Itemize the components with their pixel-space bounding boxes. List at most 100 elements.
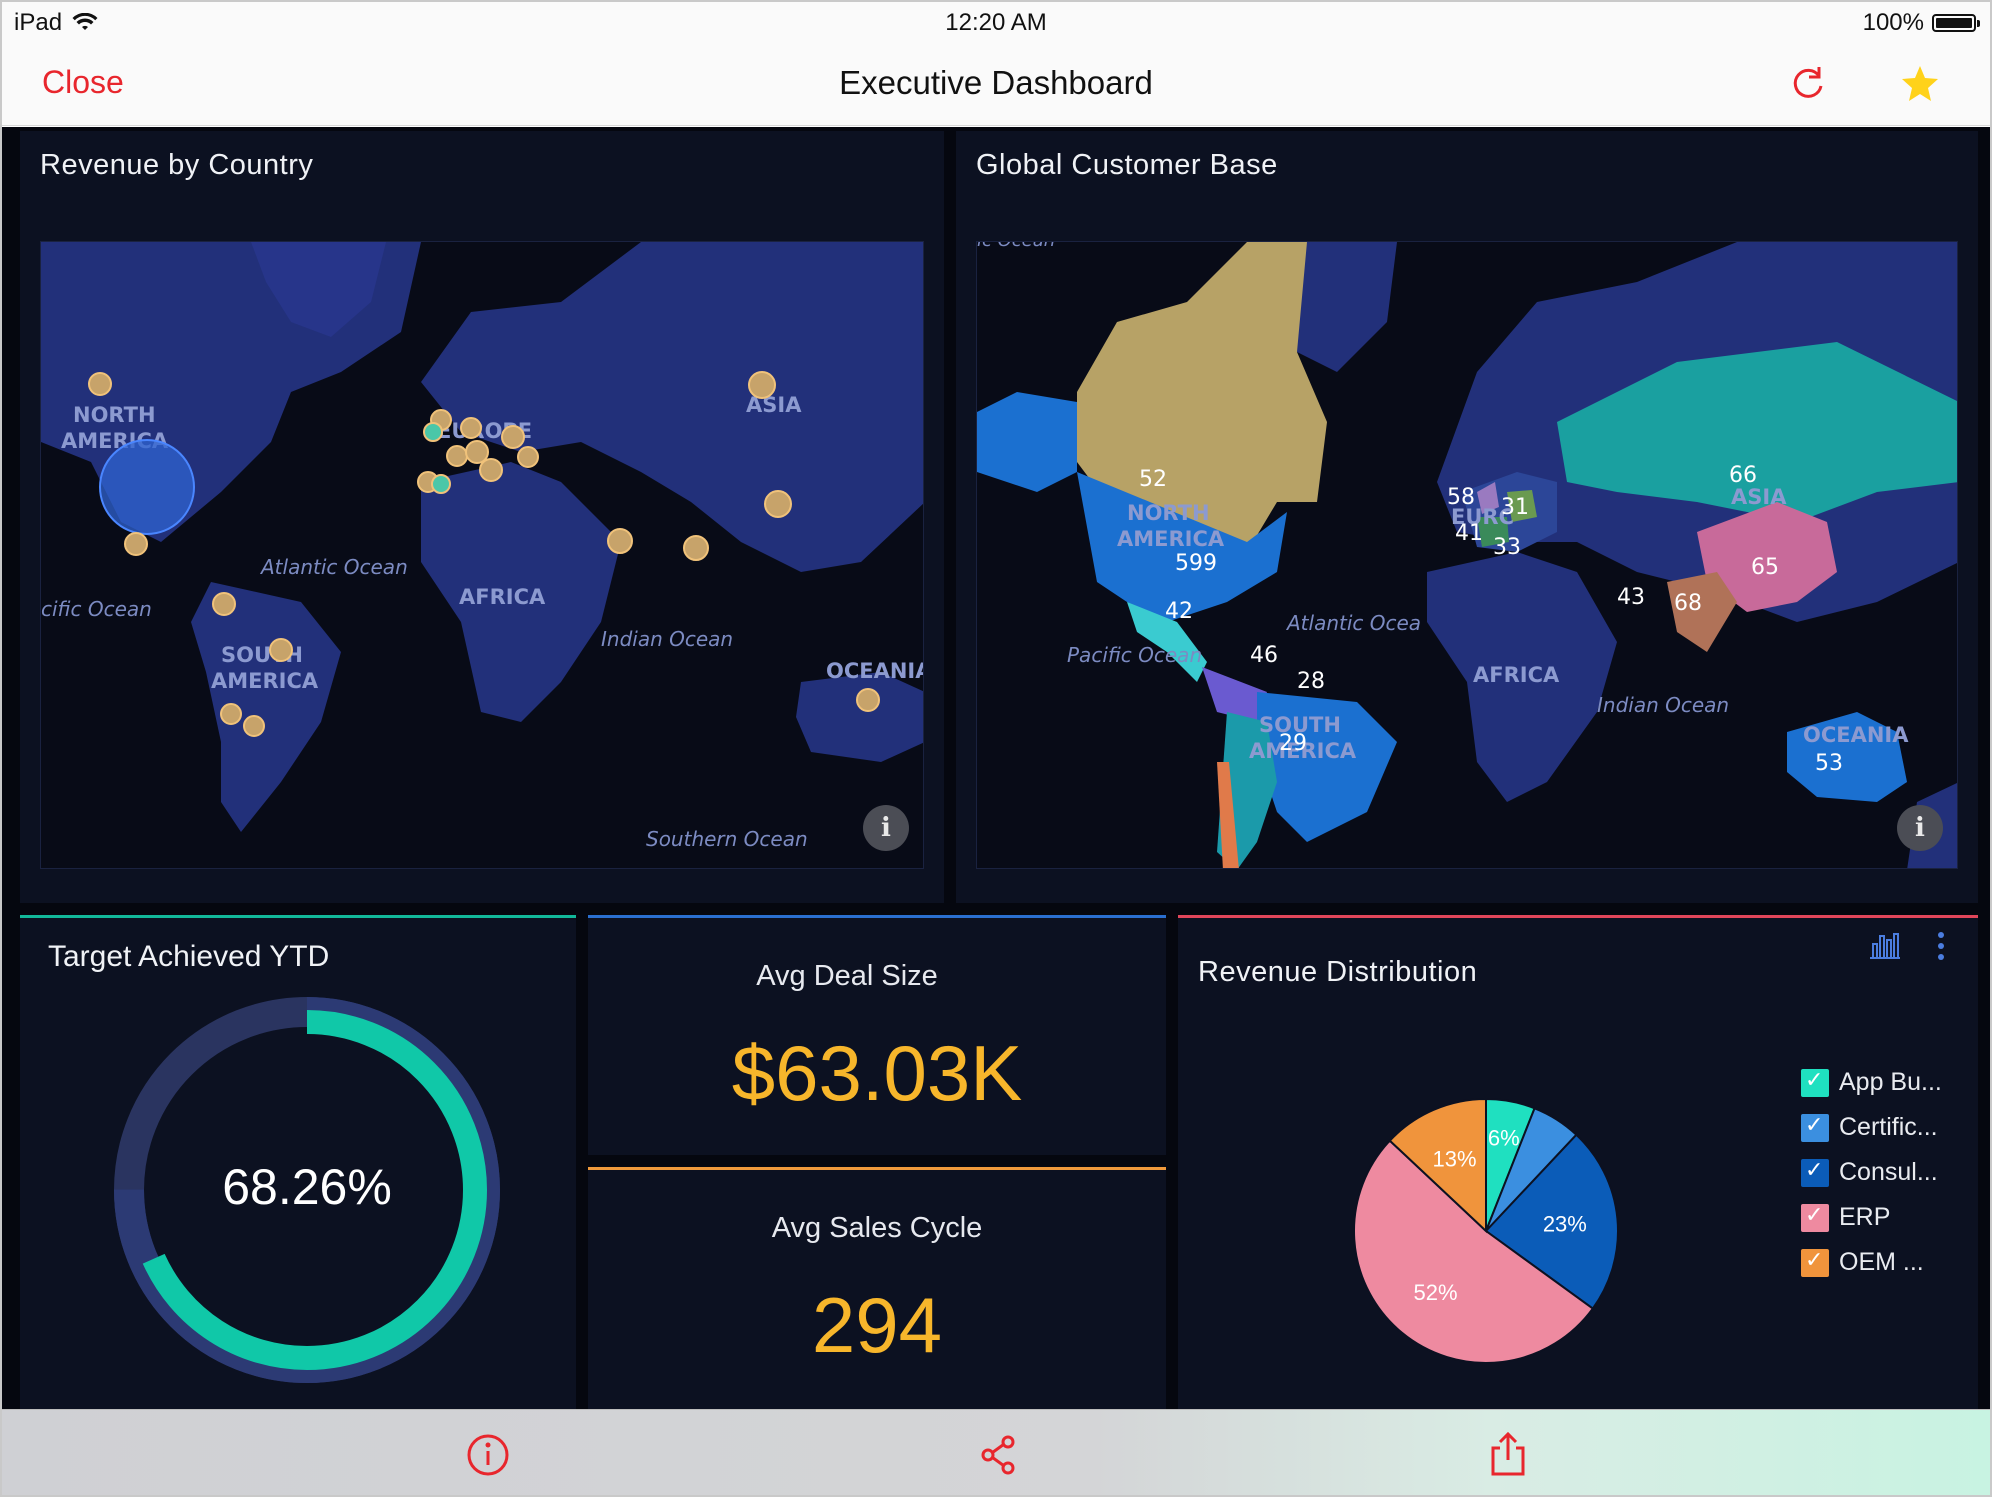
indian-ocean-label: Indian Ocean (601, 627, 733, 651)
france-region (1477, 517, 1509, 547)
usa-region (1077, 472, 1287, 622)
avg-deal-size-panel[interactable]: Avg Deal Size $63.03K (588, 915, 1166, 1155)
europe-asia-shape (421, 242, 923, 572)
legend-checkbox[interactable] (1801, 1113, 1829, 1142)
panel-title: Global Customer Base (976, 149, 1278, 181)
dashboard-canvas: Revenue by Country Atlantic Ocean cific … (2, 127, 1990, 1495)
panel-title: Revenue by Country (40, 149, 314, 181)
alaska-region (977, 392, 1077, 492)
count-brazil: 28 (1297, 669, 1325, 694)
legend-item[interactable]: Certific... (1801, 1113, 1938, 1142)
legend-label: OEM ... (1839, 1248, 1924, 1276)
legend-item[interactable]: OEM ... (1801, 1248, 1924, 1277)
africa-label: AFRICA (459, 585, 546, 609)
bubble-italy (479, 458, 503, 482)
close-button[interactable]: Close (42, 64, 124, 100)
greenland-shape (1277, 242, 1397, 372)
bubble-netherlands (460, 417, 482, 439)
bubble-australia (856, 688, 880, 712)
wifi-icon (72, 13, 98, 30)
customer-map[interactable]: ic Ocean (976, 241, 1958, 869)
panel-title: Revenue Distribution (1198, 956, 1478, 988)
pie-slice-3[interactable] (1484, 1133, 1619, 1310)
legend-label: Consul... (1839, 1158, 1938, 1186)
revenue-bubbles (88, 371, 880, 737)
pie-data-label: 13% (1433, 1146, 1477, 1171)
info-icon[interactable]: i (863, 805, 909, 851)
revenue-by-country-panel[interactable]: Revenue by Country Atlantic Ocean cific … (20, 131, 944, 903)
pacific-ocean-label: cific Ocean (41, 597, 152, 621)
bubble-switzerland (465, 440, 489, 464)
export-icon[interactable] (1483, 1430, 1533, 1480)
revenue-map[interactable]: Atlantic Ocean cific Ocean Indian Ocean … (40, 241, 924, 869)
europe-label: EURC (1451, 505, 1514, 529)
pie-data-label: 6% (1488, 1126, 1520, 1151)
count-india: 68 (1674, 591, 1702, 616)
legend-checkbox[interactable] (1801, 1248, 1829, 1277)
pie-slice-4[interactable] (1353, 1139, 1595, 1364)
bar-chart-icon[interactable] (1870, 930, 1900, 960)
asia-label: ASIA (1731, 485, 1787, 509)
bubble-ireland (423, 422, 443, 442)
revenue-map-graphic: Atlantic Ocean cific Ocean Indian Ocean … (41, 242, 923, 851)
legend-item[interactable]: ERP (1801, 1203, 1890, 1232)
share-icon[interactable] (974, 1430, 1024, 1480)
brazil-region (1257, 692, 1397, 842)
south-america-shape (191, 582, 341, 832)
pie-data-label: 23% (1543, 1212, 1587, 1237)
device-name: iPad (14, 9, 63, 36)
bubble-colombia (212, 592, 236, 616)
legend-item[interactable]: App Bu... (1801, 1068, 1942, 1097)
top-ocean-label: ic Ocean (977, 242, 1055, 251)
target-donut: 68.26% (114, 997, 500, 1383)
refresh-icon[interactable] (1786, 62, 1830, 106)
africa-shape (421, 462, 621, 722)
bubble-poland (517, 446, 539, 468)
count-russia: 66 (1729, 463, 1757, 488)
ocean-labels: Atlantic Ocea Pacific Ocean Indian Ocean (1067, 611, 1729, 717)
count-australia: 53 (1815, 751, 1843, 776)
mexico-region (1127, 602, 1207, 682)
indian-ocean-label: Indian Ocean (1597, 693, 1729, 717)
bubble-canada (88, 372, 112, 396)
bubble-chile (220, 703, 242, 725)
star-icon[interactable] (1898, 62, 1942, 106)
count-usa: 599 (1175, 551, 1217, 576)
more-options-icon[interactable] (1934, 930, 1948, 962)
kpi-value: $63.03K (731, 1029, 1023, 1117)
bubble-mexico (124, 532, 148, 556)
chile-region (1217, 762, 1239, 868)
info-icon[interactable] (463, 1430, 513, 1480)
count-italy: 33 (1493, 535, 1521, 560)
count-germany: 31 (1501, 495, 1529, 520)
kpi-value: 294 (811, 1281, 943, 1369)
info-icon[interactable]: i (1897, 805, 1943, 851)
global-customer-base-panel[interactable]: Global Customer Base ic Ocean (956, 131, 1978, 903)
pie-slice-5[interactable] (1388, 1097, 1487, 1234)
continent-labels: NORTH AMERICA SOUTH AMERICA EUROPE ASIA … (61, 393, 923, 693)
bubble-india (683, 535, 709, 561)
north-america-label-2: AMERICA (1117, 527, 1225, 551)
bubble-uae (607, 528, 633, 554)
bubble-portugal (431, 474, 451, 494)
canada-region (1077, 242, 1327, 552)
bubble-usa (99, 439, 195, 535)
bubble-china (764, 490, 792, 518)
legend-checkbox[interactable] (1801, 1203, 1829, 1232)
continent-labels: NORTH AMERICA SOUTH AMERICA EURC ASIA AF… (1117, 485, 1909, 763)
battery-percent: 100% (1862, 9, 1924, 36)
bottom-toolbar (2, 1409, 1990, 1495)
africa-shape (1427, 552, 1617, 802)
legend-checkbox[interactable] (1801, 1158, 1829, 1187)
count-central-america: 46 (1250, 643, 1278, 668)
status-bar: iPad 12:20 AM 100% (2, 2, 1990, 42)
greenland-shape (251, 242, 386, 337)
revenue-distribution-panel[interactable]: Revenue Distribution 6% 23% 52% 13% App Bu.… (1178, 915, 1978, 1495)
panel-title: Target Achieved YTD (48, 940, 330, 973)
legend-checkbox[interactable] (1801, 1068, 1829, 1097)
legend-item[interactable]: Consul... (1801, 1158, 1938, 1187)
target-achieved-panel[interactable]: Target Achieved YTD 68.26% (20, 915, 576, 1495)
revenue-pie-chart[interactable]: 6% 23% 52% 13% (1336, 1081, 1636, 1381)
count-france: 41 (1455, 521, 1483, 546)
